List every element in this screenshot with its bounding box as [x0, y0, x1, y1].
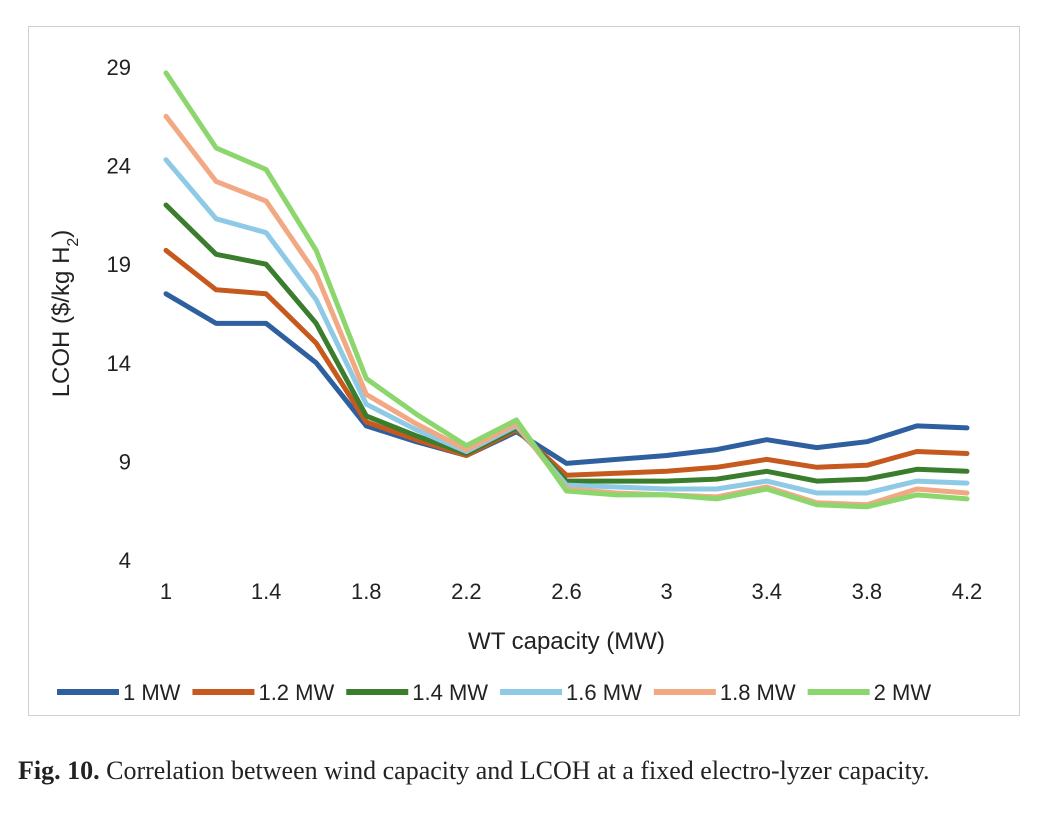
x-tick-label: 2.2	[451, 579, 482, 604]
x-tick-label: 3.4	[751, 579, 782, 604]
legend-label-2: 1.2 MW	[258, 680, 334, 705]
legend-label-4: 1.6 MW	[566, 680, 642, 705]
series-lines	[163, 70, 970, 510]
legend-label-3: 1.4 MW	[412, 680, 488, 705]
legend-label-1: 1 MW	[123, 680, 181, 705]
x-axis-ticks: 1 1.4 1.8 2.2 2.6 3 3.4 3.8 4.2	[160, 579, 982, 604]
y-tick-label: 19	[107, 252, 131, 277]
caption-label: Fig. 10.	[18, 756, 100, 785]
y-tick-label: 9	[119, 449, 131, 474]
legend-label-5: 1.8 MW	[720, 680, 796, 705]
series-line-3	[163, 202, 970, 484]
series-line-1	[163, 291, 970, 466]
y-tick-label: 24	[107, 154, 131, 179]
y-axis-title-main: LCOH ($/kg H	[48, 247, 75, 398]
y-axis-ticks: 4 9 14 19 24 29	[107, 55, 131, 573]
y-tick-label: 29	[107, 55, 131, 80]
figure-caption: Fig. 10. Correlation between wind capaci…	[18, 752, 1028, 790]
x-tick-label: 1	[160, 579, 172, 604]
legend: 1 MW 1.2 MW 1.4 MW 1.6 MW 1.8 MW 2 MW	[57, 680, 931, 705]
x-tick-label: 3	[661, 579, 673, 604]
series-line-6	[163, 70, 970, 510]
y-axis-title: LCOH ($/kg H2)	[48, 230, 82, 398]
y-axis-title-subscript: 2	[65, 238, 82, 247]
chart-frame: 4 9 14 19 24 29 1 1.4 1.8 2.2 2.6 3 3.4 3.8 4.2 WT ca…	[28, 26, 1020, 716]
y-tick-label: 14	[107, 351, 131, 376]
legend-label-6: 2 MW	[874, 680, 932, 705]
caption-text: Correlation between wind capacity and LC…	[106, 756, 930, 785]
y-axis-title-end: )	[48, 230, 75, 238]
x-tick-label: 3.8	[852, 579, 883, 604]
x-tick-label: 4.2	[952, 579, 983, 604]
x-tick-label: 1.8	[351, 579, 382, 604]
line-chart: 4 9 14 19 24 29 1 1.4 1.8 2.2 2.6 3 3.4 3.8 4.2 WT ca…	[48, 55, 982, 705]
x-tick-label: 2.6	[551, 579, 582, 604]
y-tick-label: 4	[119, 548, 131, 573]
x-axis-title: WT capacity (MW)	[468, 628, 665, 655]
x-tick-label: 1.4	[251, 579, 282, 604]
series-line-2	[163, 247, 970, 478]
